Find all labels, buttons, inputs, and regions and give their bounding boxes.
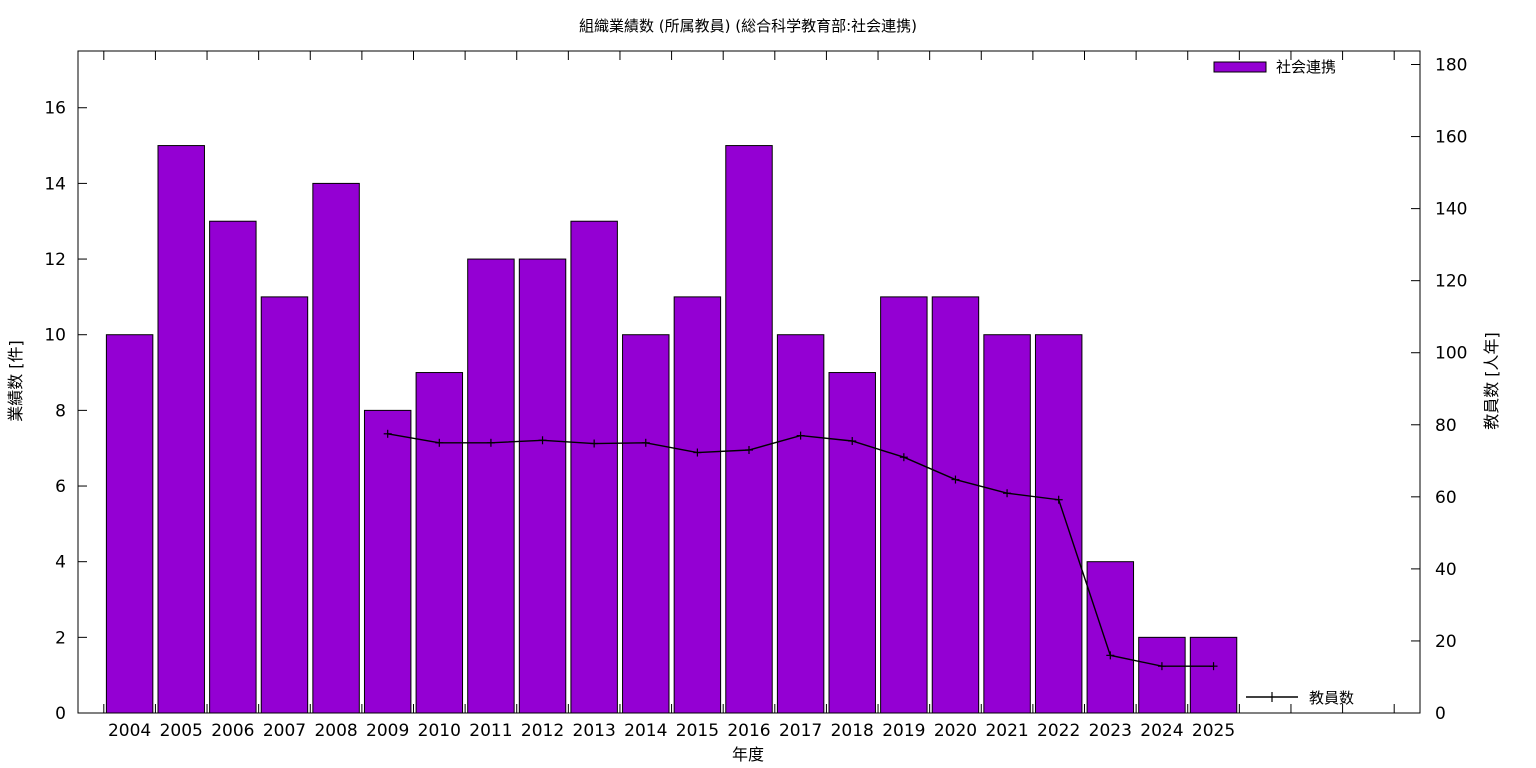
plot-frame [77,50,1421,714]
x-tick-label-2020: 2020 [934,721,977,741]
x-tick-label-2025: 2025 [1192,721,1235,741]
bar-2008 [312,182,360,714]
ticks-layer: 0246810121416020406080100120140160180200… [44,51,1467,741]
y2-tick-label-60: 60 [1435,488,1457,508]
bar-2009 [363,409,412,714]
y-tick-label-2: 2 [55,628,66,648]
y-tick-label-14: 14 [44,174,66,194]
bar-2024 [1138,636,1186,714]
y-tick-label-4: 4 [55,553,66,573]
bar-2007 [260,296,309,714]
x-tick-label-2010: 2010 [418,721,461,741]
x-tick-label-2024: 2024 [1140,721,1183,741]
y-tick-label-16: 16 [44,99,66,119]
x-tick-label-2008: 2008 [314,721,357,741]
legend-bar-swatch [1213,61,1267,73]
x-tick-label-2018: 2018 [831,721,874,741]
y-axis-label: 業績数 [件] [6,340,25,422]
y-tick-label-12: 12 [44,250,66,270]
y2-tick-label-0: 0 [1435,704,1446,724]
x-tick-label-2004: 2004 [108,721,151,741]
y2-tick-label-40: 40 [1435,560,1457,580]
line-point-2015 [693,448,702,457]
y2-tick-label-120: 120 [1435,272,1467,292]
bar-2025 [1189,636,1238,714]
line-point-2024 [1157,662,1166,671]
x-tick-label-2019: 2019 [882,721,925,741]
y2-axis-label: 教員数 [人年] [1482,332,1501,430]
line-point-2025 [1209,662,1218,671]
line-point-2021 [1003,489,1012,498]
y2-tick-label-140: 140 [1435,200,1467,220]
x-tick-label-2013: 2013 [573,721,616,741]
line-point-2017 [796,431,805,440]
line-point-2011 [486,438,495,447]
bar-2014 [622,334,670,714]
line-point-2020 [951,475,960,484]
bar-2017 [776,334,825,714]
bar-2004 [105,334,154,714]
x-tick-label-2015: 2015 [676,721,719,741]
x-tick-label-2021: 2021 [985,721,1028,741]
x-tick-label-2023: 2023 [1089,721,1132,741]
line-point-2016 [745,446,753,455]
y-tick-label-0: 0 [55,704,66,724]
y2-tick-label-180: 180 [1435,56,1467,76]
bar-2006 [209,220,257,714]
legend-line-label: 教員数 [1309,689,1354,707]
bar-2011 [467,258,515,714]
bar-2023 [1086,561,1135,714]
line-point-2014 [641,438,650,447]
line-point-2023 [1106,651,1115,660]
x-tick-label-2016: 2016 [727,721,770,741]
x-tick-label-2009: 2009 [366,721,409,741]
x-tick-label-2012: 2012 [521,721,564,741]
line-point-2010 [435,438,444,447]
y-tick-label-10: 10 [44,326,66,346]
bar-2013 [570,220,618,714]
bar-2020 [931,296,980,714]
line-point-2012 [538,436,547,445]
legend-bar: 社会連携 [1213,58,1336,76]
bar-2019 [880,296,928,714]
x-tick-label-2022: 2022 [1037,721,1080,741]
y-tick-label-8: 8 [55,401,66,421]
x-tick-label-2014: 2014 [624,721,667,741]
line-point-2019 [899,453,908,462]
y2-tick-label-160: 160 [1435,128,1467,148]
bar-2016 [725,145,773,714]
chart-title: 組織業績数 (所属教員) (総合科学教育部:社会連携) [579,17,917,35]
bar-2015 [673,296,722,714]
bar-2005 [157,145,205,714]
y2-tick-label-20: 20 [1435,632,1457,652]
bar-2022 [1034,334,1083,714]
line-point-2022 [1054,495,1063,504]
line-point-2018 [848,436,857,445]
bar-2018 [828,372,876,714]
x-axis-label: 年度 [732,745,764,764]
x-tick-label-2005: 2005 [160,721,203,741]
y-tick-label-6: 6 [55,477,66,497]
bar-2010 [415,372,464,714]
legend-bar-label: 社会連携 [1276,58,1336,76]
line-point-2013 [590,439,599,448]
bars-layer [105,145,1238,714]
x-tick-label-2006: 2006 [211,721,254,741]
x-tick-label-2011: 2011 [469,721,512,741]
bar-2012 [518,258,567,714]
line-layer [383,429,1218,671]
line-point-2009 [383,429,392,438]
y2-tick-label-80: 80 [1435,416,1457,436]
bar-2021 [983,334,1031,714]
legend-line: 教員数 [1246,689,1354,707]
x-tick-label-2017: 2017 [779,721,822,741]
x-tick-label-2007: 2007 [263,721,306,741]
y2-tick-label-100: 100 [1435,344,1467,364]
